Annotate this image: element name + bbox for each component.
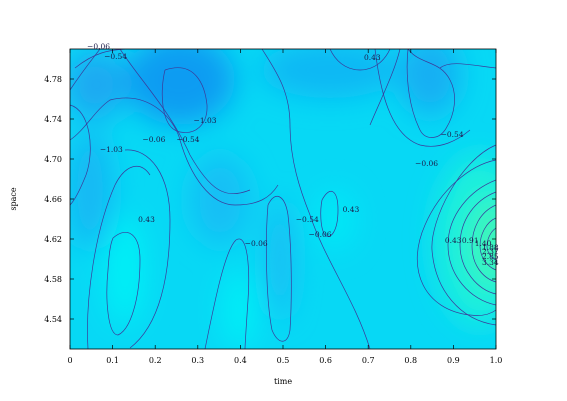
contour-line (369, 49, 401, 126)
contour-label: −0.06 (142, 135, 165, 144)
contour-label: 1.40 (475, 239, 492, 248)
contour-line (479, 217, 496, 271)
contour-label: −0.54 (104, 52, 127, 61)
y-tick-label: 4.62 (44, 235, 62, 244)
y-tick-label: 4.70 (44, 155, 62, 164)
x-tick-label: 0.9 (447, 356, 460, 365)
x-tick-label: 0.4 (234, 356, 247, 365)
x-tick-label: 0.7 (362, 356, 375, 365)
contour-label: −1.03 (194, 116, 217, 125)
contour-label: −0.06 (309, 230, 332, 239)
contour-label: 2.85 (482, 252, 499, 261)
contour-label: 1.88 (482, 243, 499, 252)
contour-label: 2.37 (482, 247, 499, 256)
x-tick-label: 0.2 (149, 356, 162, 365)
contour-line (204, 238, 250, 349)
contour-label: −0.54 (296, 215, 319, 224)
contour-line (459, 191, 496, 295)
contour-label: 0.43 (138, 215, 155, 224)
contour-label: 0.91 (462, 236, 479, 245)
x-tick-label: 0.6 (319, 356, 332, 365)
contour-line (70, 49, 101, 91)
x-tick-label: 0 (67, 356, 72, 365)
contour-line (416, 159, 496, 316)
contour-line (70, 97, 279, 206)
x-tick-label: 0.1 (106, 356, 119, 365)
contour-line (431, 144, 496, 326)
x-tick-label: 0.3 (191, 356, 204, 365)
contour-line (486, 227, 496, 261)
x-tick-label: 0.5 (277, 356, 290, 365)
contour-line (266, 195, 292, 342)
contour-label: 0.43 (343, 205, 360, 214)
contour-line (406, 49, 455, 138)
contour-label: −0.54 (177, 135, 200, 144)
contour-label: −1.03 (100, 145, 123, 154)
contour-line (119, 49, 251, 194)
y-tick-label: 4.66 (44, 195, 62, 204)
heatmap-field (70, 49, 496, 349)
x-tick-label: 1.0 (490, 356, 503, 365)
contour-line (439, 63, 496, 69)
contour-line (374, 49, 471, 147)
contour-label: 0.43 (445, 236, 462, 245)
contour-line (471, 204, 496, 283)
contour-line (161, 67, 208, 133)
x-tick-label: 0.8 (404, 356, 417, 365)
contour-label: −0.06 (87, 42, 110, 51)
contour-line (106, 232, 141, 336)
contour-label: −0.06 (245, 239, 268, 248)
contour-line (447, 179, 496, 306)
contour-line (87, 165, 151, 349)
y-tick-label: 4.58 (44, 275, 62, 284)
y-axis: 4.54 4.58 4.62 4.66 4.70 4.74 4.78 (44, 75, 496, 324)
contour-label: 0.43 (364, 53, 381, 62)
x-axis: 0 0.1 0.2 0.3 0.4 0.5 0.6 0.7 0.8 0.9 1.0 (67, 49, 502, 365)
contour-line (124, 149, 171, 349)
contour-label: −0.06 (415, 159, 438, 168)
contour-line (329, 49, 391, 71)
y-tick-label: 4.54 (44, 315, 62, 324)
x-axis-label: time (274, 377, 292, 386)
contour-labels: −0.06−0.54−1.03−1.03−0.06 −0.540.43−0.06−… (87, 42, 499, 267)
contour-label: −0.54 (441, 130, 464, 139)
y-tick-label: 4.78 (44, 75, 62, 84)
y-tick-label: 4.74 (44, 115, 62, 124)
contour-line (320, 190, 339, 237)
y-axis-label: space (9, 187, 18, 210)
contour-line (261, 49, 371, 349)
contour-label: 3.34 (482, 258, 499, 267)
